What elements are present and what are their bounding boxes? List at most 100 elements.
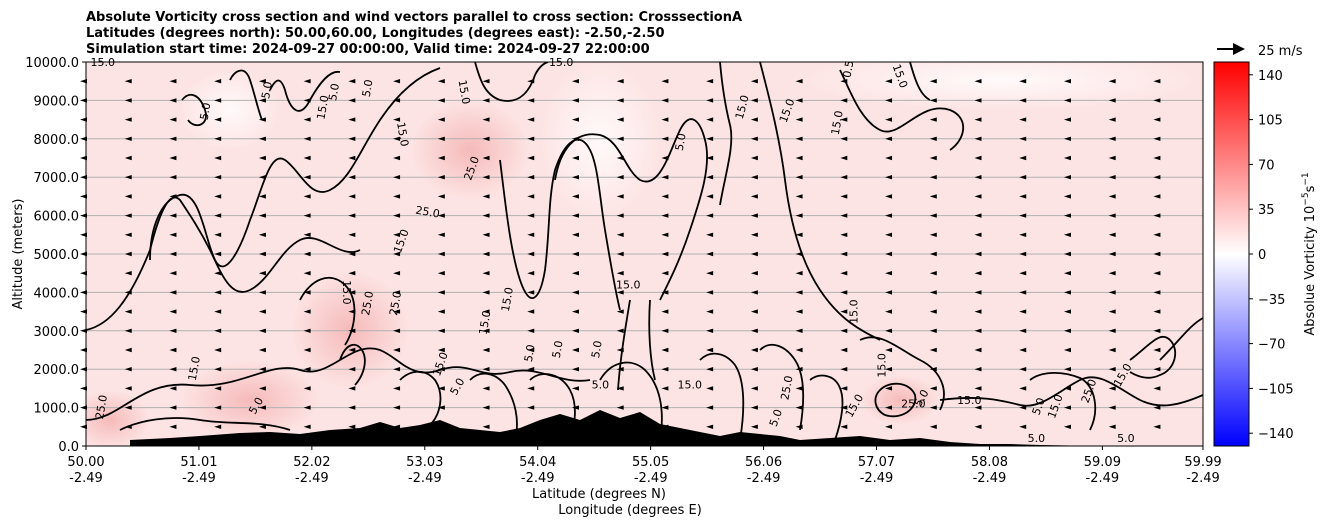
wind-vector (840, 405, 848, 410)
wind-vector (571, 328, 579, 333)
wind-vector (661, 155, 669, 161)
wind-vector (795, 309, 803, 314)
wind-vector (258, 232, 266, 237)
wind-vector (661, 98, 669, 103)
wind-vector (1153, 309, 1161, 314)
wind-vector (706, 79, 714, 84)
wind-vector (348, 367, 356, 372)
wind-vector (124, 309, 132, 314)
wind-vector (706, 424, 714, 429)
wind-vector (750, 271, 758, 276)
wind-vector (80, 271, 87, 276)
x-tick-label-lat: 53.03 (406, 455, 443, 470)
wind-vector (303, 213, 311, 218)
wind-vector (258, 271, 266, 276)
x-tick-label-lat: 55.05 (632, 455, 669, 470)
contour-line (599, 352, 745, 441)
colorbar-tick-label: −70 (1258, 338, 1285, 353)
contour-line (339, 343, 442, 426)
wind-vector (303, 136, 311, 141)
wind-vector (706, 232, 714, 237)
wind-vector (929, 386, 937, 391)
wind-vector (616, 328, 624, 333)
wind-vector (706, 386, 714, 391)
x-tick-label-lat: 54.04 (519, 455, 556, 470)
contour-line (119, 417, 291, 431)
wind-vector (348, 213, 356, 218)
wind-vector (616, 232, 624, 237)
wind-vector (124, 271, 132, 276)
wind-vector (1108, 367, 1116, 372)
wind-vector (795, 117, 803, 122)
wind-vector (482, 136, 490, 141)
wind-vector (303, 98, 311, 103)
wind-vector (303, 155, 311, 161)
wind-vector (795, 290, 803, 295)
y-tick-label: 4000.0 (34, 286, 80, 301)
wind-vector (974, 405, 982, 410)
wind-vector (571, 232, 579, 237)
wind-vector (348, 328, 356, 333)
wind-vector (750, 386, 758, 391)
wind-vector (348, 405, 356, 410)
wind-vector (661, 136, 669, 141)
wind-vector (750, 79, 758, 84)
wind-vector (482, 424, 490, 429)
wind-vector (348, 424, 356, 429)
wind-vector (303, 194, 311, 199)
contour-label: 5.0 (767, 407, 785, 428)
contour-line (1159, 317, 1203, 361)
colorbar-tick-label: 0 (1258, 248, 1266, 263)
contour-label: 5.0 (1030, 396, 1048, 417)
wind-vector (1108, 194, 1116, 199)
wind-vector (1019, 328, 1027, 333)
wind-vector (393, 155, 401, 161)
wind-vector (348, 290, 356, 295)
wind-vector (527, 290, 535, 295)
wind-vector (303, 117, 311, 122)
wind-vector (795, 251, 803, 257)
wind-vector (1153, 386, 1161, 391)
wind-vector (437, 79, 445, 84)
wind-vector (1153, 290, 1161, 295)
colorbar-label-exp: −5 (1301, 192, 1311, 205)
contour-line (759, 62, 881, 341)
wind-vector (169, 367, 177, 372)
chart-title: Absolute Vorticity cross section and win… (86, 10, 742, 57)
wind-vector (840, 98, 848, 103)
wind-vector (929, 117, 937, 122)
wind-vector (1108, 271, 1116, 276)
wind-vector (348, 194, 356, 199)
wind-vector (661, 309, 669, 314)
wind-vector (482, 405, 490, 410)
wind-vector (169, 213, 177, 218)
colorbar-label-s: s (1303, 185, 1318, 192)
wind-vector (124, 194, 132, 199)
contour-line (909, 62, 931, 101)
wind-vector (840, 175, 848, 180)
wind-vector (258, 98, 266, 103)
wind-vector (571, 117, 579, 122)
wind-vector (214, 251, 222, 257)
wind-vector (974, 117, 982, 122)
wind-vector (661, 328, 669, 333)
wind-vector (661, 347, 669, 353)
wind-vector (616, 271, 624, 276)
wind-vector (303, 251, 311, 257)
field-high-region (410, 100, 530, 200)
contour-label: 5.0 (259, 80, 275, 99)
wind-vector (169, 117, 177, 122)
field-low-region (540, 62, 660, 220)
x-tick-label-lon: -2.49 (295, 471, 329, 486)
wind-vector (482, 290, 490, 295)
wind-vector (1108, 136, 1116, 141)
wind-vector (974, 328, 982, 333)
wind-vector (974, 309, 982, 314)
wind-vector (258, 290, 266, 295)
wind-vector (348, 136, 356, 141)
wind-vector (1019, 347, 1027, 353)
x-tick-label-lat: 58.08 (971, 455, 1008, 470)
wind-vector (482, 347, 490, 353)
contour-label: 5.0 (1117, 432, 1135, 445)
